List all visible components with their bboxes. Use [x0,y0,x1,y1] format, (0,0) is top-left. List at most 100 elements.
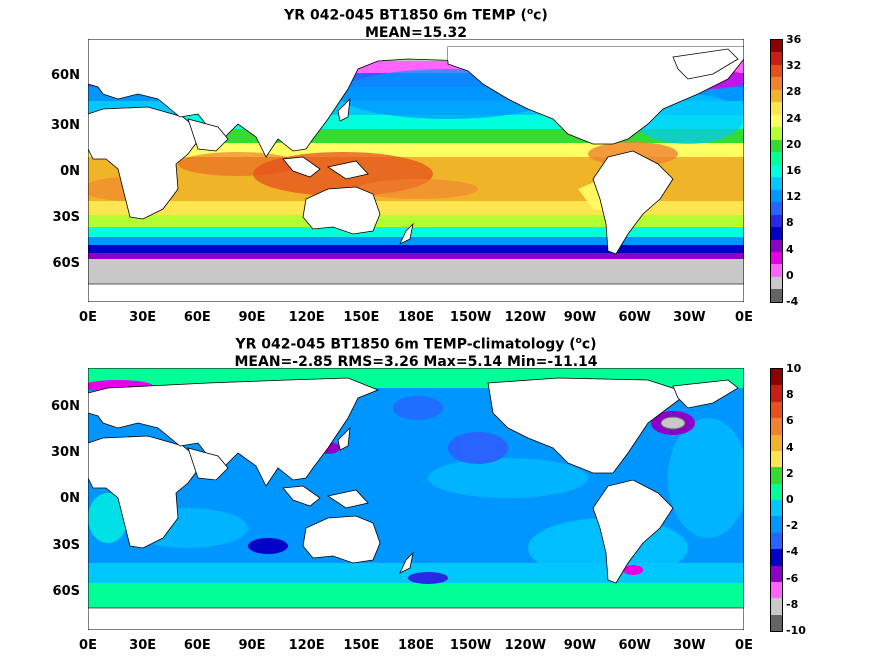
bottom-colorbar-swatch [771,532,782,550]
bottom-colorbar-label: 6 [786,414,794,428]
top-lon-tick: 90E [238,310,266,325]
top-lat-tick-30s: 30S [52,210,80,225]
top-lon-tick: 60E [183,310,211,325]
bottom-lon-tick: 30W [673,638,706,653]
top-colorbar-swatch [771,227,782,240]
top-colorbar-swatch [771,127,782,140]
top-lon-tick: 30E [129,310,157,325]
bottom-map-canvas [88,368,744,630]
top-lon-tick: 120W [504,310,547,325]
top-colorbar-swatch [771,139,782,153]
top-colorbar-swatch [771,202,782,215]
top-lon-tick: 150E [343,310,380,325]
bottom-lon-tick: 120E [288,638,325,653]
top-colorbar-swatch [771,239,782,252]
bottom-colorbar-swatch [771,565,782,582]
top-colorbar-swatch [771,251,782,265]
bottom-colorbar-swatch [771,385,782,402]
bottom-lon-tick: 150W [449,638,492,653]
top-colorbar-label: 20 [786,137,802,151]
top-colorbar-label: 0 [786,268,794,282]
bottom-colorbar-swatch [771,549,782,566]
bottom-colorbar-label: -8 [786,597,799,611]
top-map-canvas [88,39,744,302]
top-colorbar-label: 4 [786,242,794,256]
bottom-lon-tick: 30E [129,638,157,653]
bottom-colorbar-label: 4 [786,440,794,454]
top-colorbar-label: -4 [786,295,799,308]
top-colorbar-label: 16 [786,164,802,177]
bottom-lat-tick-0n: 0N [60,491,80,506]
top-colorbar-label: 12 [786,190,802,204]
top-lat-tick-30n: 30N [51,118,80,133]
bottom-lat-tick-60n: 60N [51,399,80,414]
top-colorbar-swatch [771,264,782,277]
bottom-colorbar-swatch [771,401,782,419]
bottom-colorbar-label: -2 [786,519,799,533]
top-colorbar-label: 24 [786,111,802,125]
top-lon-tick: 0E [735,310,753,325]
top-lat-tick-0n: 0N [60,164,80,179]
bottom-colorbar-swatch [771,450,782,468]
top-colorbar-swatch [771,114,782,128]
top-lon-tick: 30W [673,310,706,325]
top-colorbar-swatch [771,177,782,190]
top-colorbar-label: 28 [786,85,802,99]
top-lon-tick: 90W [563,310,597,325]
bottom-lat-tick-30s: 30S [52,538,80,553]
bottom-colorbar-label: 8 [786,388,794,402]
top-colorbar-swatch [771,289,782,302]
top-colorbar-swatch [771,276,782,290]
bottom-lon-tick: 60W [618,638,651,653]
bottom-colorbar-swatch [771,500,782,517]
bottom-lon-tick: 120W [504,638,547,653]
bottom-colorbar-label: -4 [786,545,799,559]
bottom-colorbar-label: -6 [786,571,799,585]
top-colorbar-swatch [771,64,782,78]
bottom-map-title: YR 042-045 BT1850 6m TEMP-climatology (o… [234,336,598,370]
bottom-lon-tick: 180E [397,638,435,653]
bottom-colorbar-swatch [771,369,782,386]
top-colorbar-swatch [771,214,782,228]
bottom-colorbar-swatch [771,418,782,435]
bottom-lon-tick: 0E [735,638,753,653]
top-lon-tick: 0E [79,310,97,325]
top-colorbar-swatch [771,164,782,178]
top-colorbar-label: 8 [786,216,794,230]
bottom-colorbar-swatch [771,467,782,484]
top-map-title: YR 042-045 BT1850 6m TEMP (oc) MEAN=15.3… [284,7,548,41]
bottom-lat-tick-30n: 30N [51,445,80,460]
top-lon-tick: 180E [397,310,435,325]
bottom-colorbar-label: -10 [786,624,806,637]
bottom-lon-tick: 60E [183,638,211,653]
bottom-colorbar-swatch [771,581,782,599]
top-lon-tick: 120E [288,310,325,325]
top-lat-tick-60n: 60N [51,68,80,83]
bottom-lat-tick-60s: 60S [52,584,80,599]
bottom-anomaly-map [88,368,744,630]
top-colorbar-swatch [771,77,782,90]
top-temperature-map [88,39,744,302]
bottom-colorbar-label: 10 [786,362,802,375]
top-colorbar-label: 32 [786,59,802,73]
top-lon-tick: 150W [449,310,492,325]
top-colorbar-label: 36 [786,33,802,46]
bottom-colorbar-swatch [771,483,782,500]
top-lat-tick-60s: 60S [52,256,80,271]
top-colorbar-swatch [771,52,782,65]
bottom-colorbar-swatch [771,614,782,631]
bottom-colorbar-label: 0 [786,493,794,506]
bottom-colorbar-swatch [771,598,782,615]
bottom-lon-tick: 0E [79,638,97,653]
top-colorbar-swatch [771,189,782,203]
top-colorbar [770,39,783,303]
bottom-colorbar-label: 2 [786,466,794,480]
bottom-colorbar-swatch [771,516,782,533]
top-mean-label: MEAN=15.32 [364,24,468,41]
top-colorbar-swatch [771,152,782,165]
top-colorbar-swatch [771,89,782,103]
bottom-lon-tick: 150E [343,638,380,653]
top-lon-tick: 60W [618,310,651,325]
top-colorbar-swatch [771,40,782,53]
bottom-colorbar-swatch [771,434,782,451]
